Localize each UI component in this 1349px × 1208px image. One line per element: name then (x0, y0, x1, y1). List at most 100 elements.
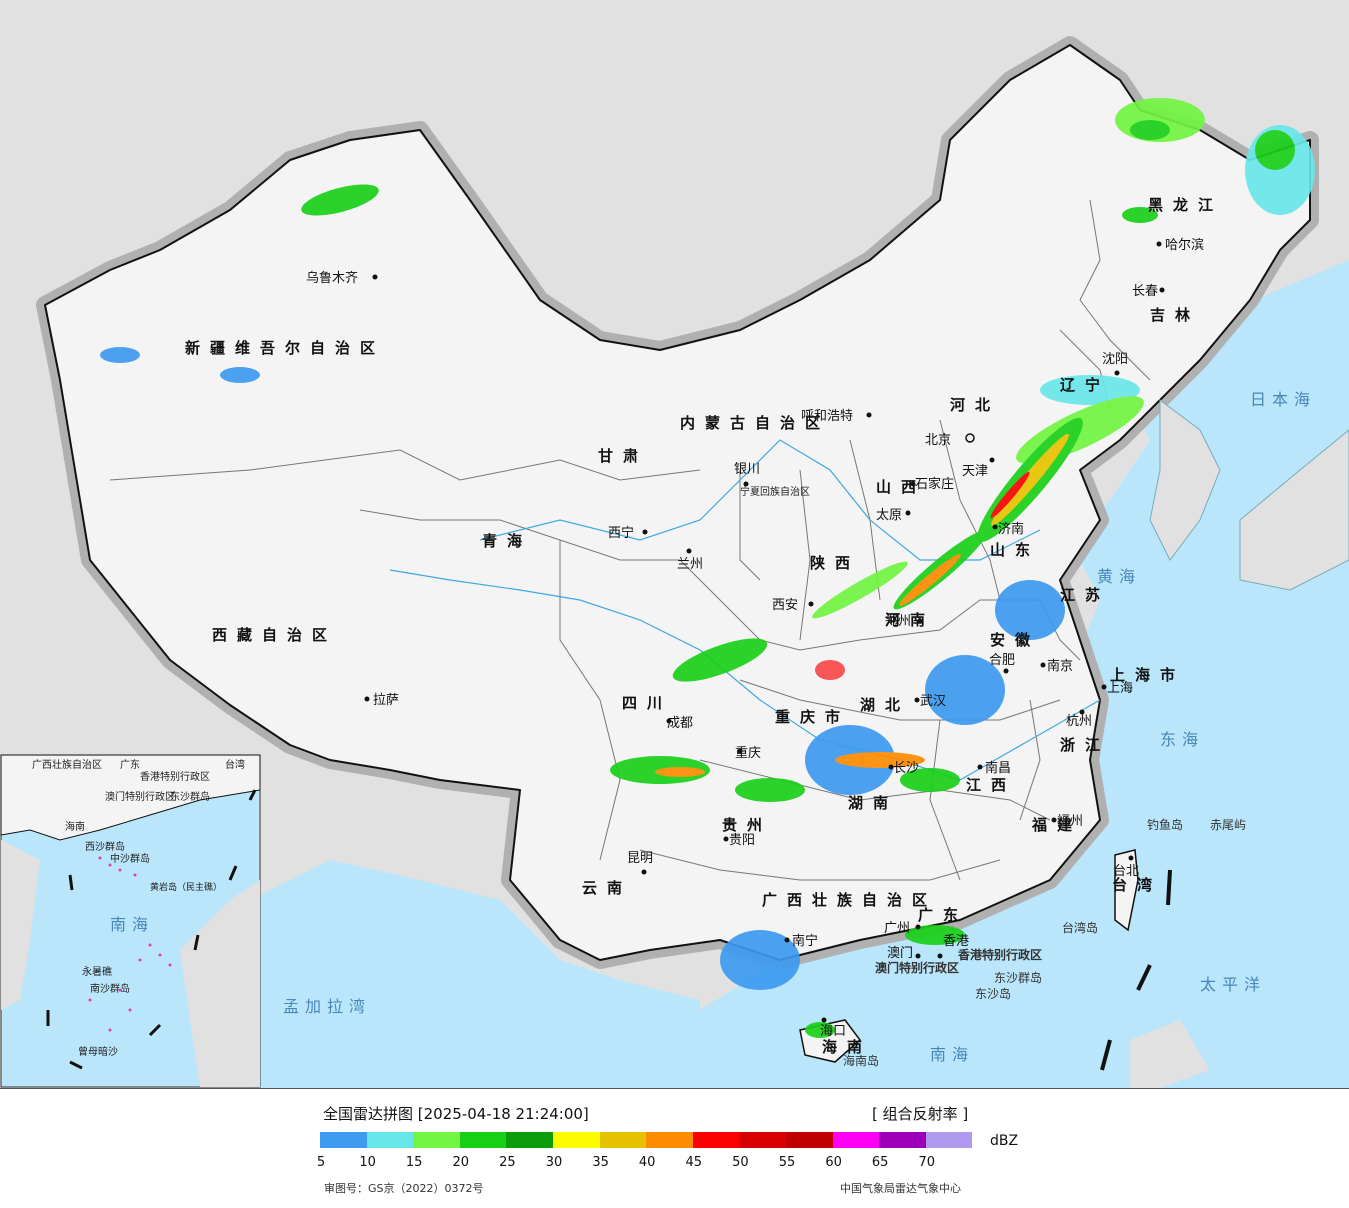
city-nanjing: 南京 (1047, 658, 1073, 674)
city-hefei: 合肥 (989, 653, 1015, 668)
city-kunming: 昆明 (627, 851, 653, 866)
color-scale-tick: 10 (359, 1155, 376, 1170)
city-taiyuan: 太原 (876, 508, 902, 523)
province-gansu: 甘肃 (598, 447, 648, 465)
publisher-name: 中国气象局雷达气象中心 (840, 1182, 961, 1195)
city-shijiazhuang: 石家庄 (915, 476, 954, 492)
province-yunnan: 云南 (582, 879, 632, 897)
color-swatch (599, 1132, 647, 1148)
label-hk-sar: 香港特别行政区 (957, 947, 1042, 962)
legend-panel: 全国雷达拼图 [2025-04-18 21:24:00] [ 组合反射率 ] 5… (0, 1089, 1349, 1208)
color-scale-tick: 70 (918, 1155, 936, 1170)
color-scale-tick: 60 (825, 1155, 842, 1170)
city-lanzhou: 兰州 (677, 557, 703, 572)
color-scale-tick: 20 (452, 1155, 470, 1170)
korea-peninsula (1149, 399, 1221, 561)
city-changsha: 长沙 (893, 761, 919, 776)
province-xinjiang: 新疆维吾尔自治区 (185, 339, 385, 357)
south-china-sea-inset: 广西壮族自治区 广东 台湾 香港特别行政区 澳门特别行政区 东沙群岛 海南 西沙… (0, 754, 261, 1088)
color-swatch (879, 1132, 926, 1148)
city-xining: 西宁 (608, 525, 634, 541)
inset-label-zengmu: 曾母暗沙 (78, 1045, 118, 1058)
island-diaoyu: 钓鱼岛 (1147, 817, 1183, 832)
province-jiangxi: 江西 (966, 776, 1016, 794)
color-scale-tick: 35 (592, 1155, 609, 1170)
city-macao: 澳门 (887, 945, 913, 961)
inset-label-guangdong: 广东 (120, 758, 140, 771)
province-shanxi: 山西 (876, 478, 926, 496)
approval-number: 审图号：GS京（2022）0372号 (324, 1182, 484, 1195)
color-swatch (552, 1132, 600, 1148)
province-hubei: 湖北 (860, 696, 910, 714)
city-lhasa: 拉萨 (373, 693, 399, 708)
color-swatch (506, 1132, 553, 1148)
province-jiangsu: 江苏 (1060, 586, 1110, 604)
color-swatch (832, 1132, 880, 1148)
sea-pacific: 太平洋 (1200, 975, 1266, 994)
japan-land (1239, 429, 1349, 591)
province-neimenggu: 内蒙古自治区 (680, 414, 830, 432)
city-haikou: 海口 (820, 1024, 846, 1039)
city-nanchang: 南昌 (985, 760, 1011, 776)
city-shanghai: 上海 (1107, 681, 1133, 696)
city-hohhot: 呼和浩特 (801, 409, 853, 424)
province-shanghai: 上海市 (1110, 666, 1185, 684)
city-harbin: 哈尔滨 (1165, 237, 1204, 253)
color-swatch (646, 1132, 693, 1148)
inset-label-yongshu: 永暑礁 (82, 965, 112, 978)
island-hainan: 海南岛 (843, 1053, 879, 1068)
color-swatch (413, 1132, 460, 1148)
province-hainan: 海南 (822, 1038, 872, 1056)
color-swatch (366, 1132, 414, 1148)
city-chongqing: 重庆 (735, 745, 761, 761)
province-xizang: 西藏自治区 (212, 626, 337, 644)
inset-label-guangxi: 广西壮族自治区 (32, 758, 102, 771)
philippines-land (1130, 1020, 1210, 1088)
color-scale-tick: 45 (685, 1155, 703, 1170)
color-scale-tick: 25 (499, 1155, 516, 1170)
city-hongkong: 香港 (943, 934, 969, 949)
sea-huanghai: 黄海 (1097, 567, 1141, 586)
color-scale-bar (320, 1132, 973, 1148)
city-xian: 西安 (772, 598, 798, 613)
sea-area-bay-of-bengal (250, 860, 700, 1088)
province-hunan: 湖南 (848, 794, 898, 812)
province-liaoning: 辽宁 (1060, 376, 1110, 394)
city-beijing: 北京 (925, 433, 951, 448)
city-guangzhou: 广州 (884, 921, 910, 936)
city-shenyang: 沈阳 (1102, 352, 1128, 367)
province-sichuan: 四川 (622, 694, 672, 712)
province-ningxia: 宁夏回族自治区 (740, 485, 810, 498)
city-fuzhou: 福州 (1057, 814, 1083, 829)
city-taipei: 台北 (1113, 864, 1139, 879)
sea-nanhai: 南海 (930, 1045, 974, 1064)
color-scale-tick: 55 (778, 1155, 796, 1170)
map-title: 全国雷达拼图 [2025-04-18 21:24:00] (323, 1105, 589, 1123)
province-guizhou: 贵州 (722, 816, 772, 834)
color-scale-tick: 65 (871, 1155, 889, 1170)
radar-echoes (100, 98, 1315, 1038)
city-markers (364, 241, 1165, 1023)
island-chiwei: 赤尾屿 (1210, 818, 1246, 832)
island-taiwan: 台湾岛 (1062, 920, 1098, 935)
color-scale-tick: 5 (316, 1155, 326, 1170)
province-hebei: 河北 (950, 396, 1000, 414)
boundary-dashes (1100, 869, 1172, 1071)
color-scale-tick: 40 (638, 1155, 656, 1170)
province-zhejiang: 浙江 (1060, 736, 1110, 754)
city-urumqi: 乌鲁木齐 (306, 270, 358, 286)
inset-islets (88, 856, 172, 1032)
province-qinghai: 青海 (482, 532, 532, 550)
province-borders (109, 199, 1151, 881)
inset-label-nansha: 南沙群岛 (90, 982, 130, 995)
nine-dash-line (46, 789, 257, 1070)
province-henan: 河南 (885, 611, 935, 629)
province-jilin: 吉林 (1150, 306, 1200, 324)
inset-label-hongkong: 香港特别行政区 (140, 770, 210, 783)
city-tianjin: 天津 (962, 464, 988, 479)
taiwan-island (1114, 849, 1139, 932)
inset-label-hainan: 海南 (65, 820, 85, 833)
inset-label-taiwan: 台湾 (225, 758, 245, 771)
china-landmass (44, 44, 1311, 961)
color-scale-tick: 15 (405, 1155, 423, 1170)
